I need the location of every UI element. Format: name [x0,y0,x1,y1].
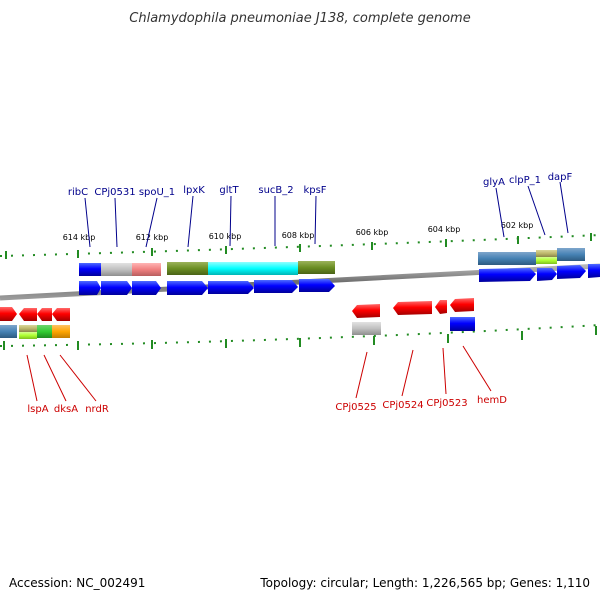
gene-label-kpsF: kpsF [303,185,326,196]
gene-label-dksA: dksA [54,404,78,415]
tick-labels: 614 kbp 612 kbp 610 kbp 608 kbp 606 kbp … [63,221,534,242]
tick-label-606: 606 kbp [356,228,389,237]
gene-label-lpxK: lpxK [183,185,205,196]
gene-label-CPj0524: CPj0524 [382,400,423,411]
gene-label-CPj0523: CPj0523 [426,398,467,409]
genome-summary-text: Topology: circular; Length: 1,226,565 bp… [259,576,590,590]
gene-label-lspA: lspA [27,404,48,415]
gene-label-CPj0531: CPj0531 [94,187,135,198]
gene-label-gltT: gltT [219,185,239,196]
forward-category-band [79,248,585,276]
gene-label-hemD: hemD [477,395,507,406]
bottom-tick-row [0,324,600,350]
gene-label-spoU_1: spoU_1 [139,187,175,198]
tick-label-614: 614 kbp [63,233,96,242]
tick-label-604: 604 kbp [428,225,461,234]
gene-label-sucB_2: sucB_2 [258,185,293,196]
gene-label-clpP_1: clpP_1 [509,175,541,186]
reverse-gene-labels: lspA dksA nrdR CPj0525 CPj0524 CPj0523 h… [26,345,507,415]
tick-label-608: 608 kbp [282,231,315,240]
tick-label-602: 602 kbp [501,221,534,230]
top-tick-row [0,233,600,259]
gene-label-dapF: dapF [548,172,573,183]
map-title: Chlamydophila pneumoniae J138, complete … [129,11,470,26]
tick-label-612: 612 kbp [136,233,169,242]
reverse-category-band [0,317,475,339]
reverse-gene-arrows [0,298,474,321]
accession-text: Accession: NC_002491 [9,576,145,590]
tick-label-610: 610 kbp [209,232,242,241]
gene-label-nrdR: nrdR [85,404,109,415]
gene-label-ribC: ribC [68,187,88,198]
gene-label-CPj0525: CPj0525 [335,402,376,413]
gene-label-glyA: glyA [483,177,505,188]
forward-gene-labels: ribC CPj0531 spoU_1 lpxK gltT sucB_2 kps… [68,172,573,248]
forward-gene-arrows [79,264,600,295]
